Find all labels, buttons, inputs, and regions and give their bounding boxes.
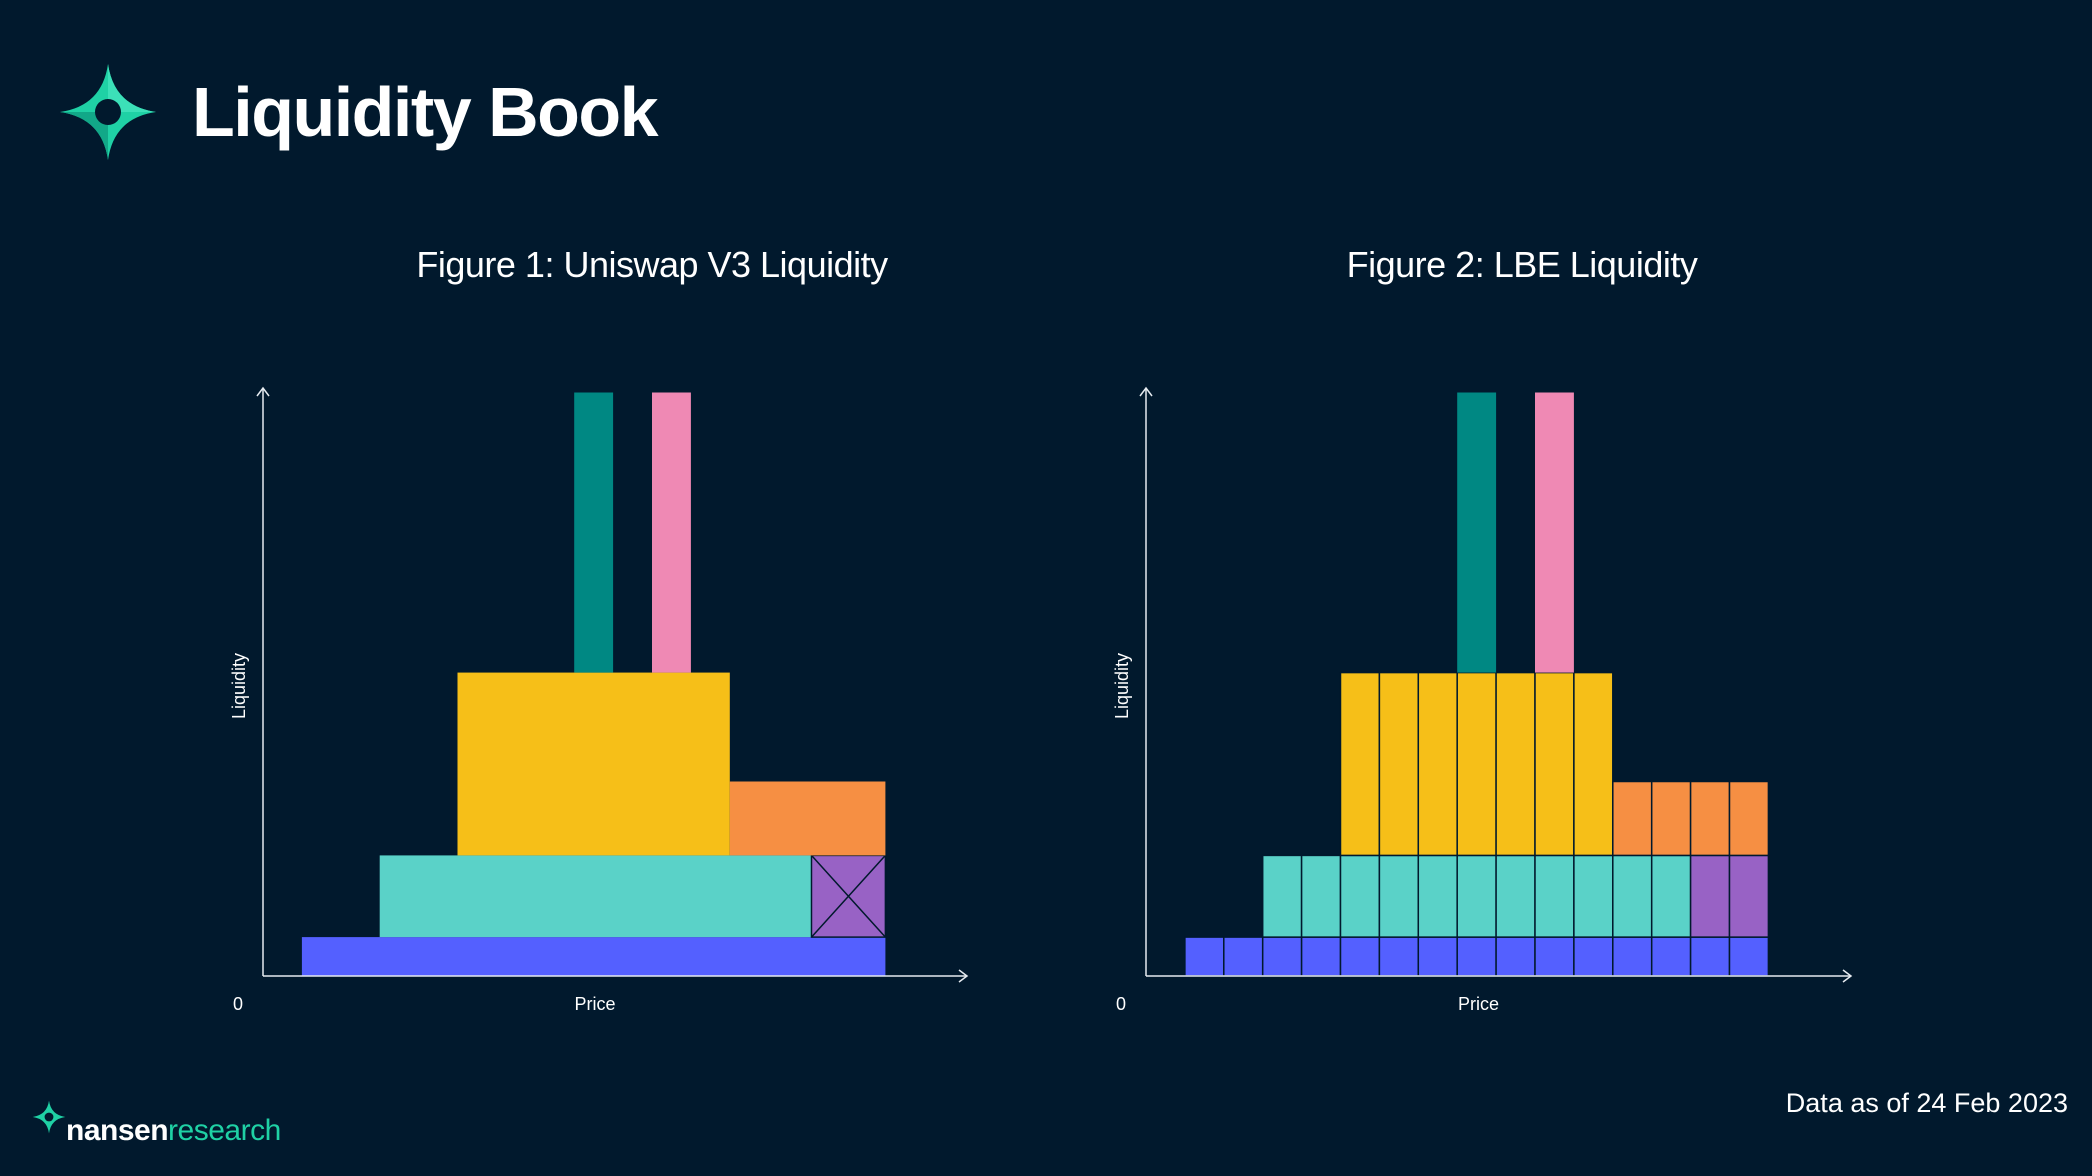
fig2-turquoise-bin-3 [1261, 854, 1303, 938]
fig1-pink-range [652, 392, 691, 673]
figure-2-title: Figure 2: LBE Liquidity [1346, 244, 1698, 285]
fig1-x-axis-arrow [958, 969, 969, 983]
fig1-purple-cross-b [810, 854, 886, 938]
fig1-yellow-range [457, 672, 730, 856]
fig2-turquoise-bin-11 [1573, 854, 1614, 938]
fig1-orange-range [729, 781, 886, 856]
fig2-blue-bin-14 [1689, 936, 1731, 977]
fig2-blue-bin-13 [1650, 936, 1692, 977]
fig2-yellow-bin-7 [1417, 671, 1458, 857]
brand-name: nansen [66, 1114, 169, 1147]
brand-sub: research [168, 1114, 281, 1147]
fig2-y-axis-arrow [1139, 386, 1153, 397]
fig2-blue-bin-3 [1261, 936, 1303, 977]
fig2-blue-bin-1 [1184, 936, 1225, 977]
fig1-x-axis-label: Price [574, 994, 615, 1014]
fig2-blue-bin-15 [1728, 936, 1770, 977]
fig2-blue-bin-10 [1534, 936, 1575, 977]
fig2-yellow-bin-9 [1495, 671, 1536, 857]
fig2-blue-bin-9 [1495, 936, 1536, 977]
page-title: Liquidity Book [192, 73, 659, 151]
header: Liquidity Book [58, 60, 659, 164]
nansen-brand-icon [32, 1100, 66, 1134]
fig2-turquoise-bin-12 [1612, 854, 1653, 938]
fig2-turquoise-bin-6 [1378, 854, 1420, 938]
fig1-turquoise-range [379, 855, 812, 938]
fig2-blue-bin-11 [1573, 936, 1614, 977]
fig1-teal-range [574, 392, 614, 673]
fig2-blue-bin-5 [1339, 936, 1381, 977]
fig2-blue-bin-8 [1456, 936, 1497, 977]
fig2-x-axis-arrow [1842, 969, 1853, 983]
fig2-turquoise-bin-13 [1650, 854, 1692, 938]
fig2-orange-bin-12 [1612, 780, 1653, 857]
fig2-purple-bin-15 [1728, 854, 1770, 938]
fig2-yellow-bin-6 [1378, 671, 1420, 857]
brand-footer: nansen research [32, 1100, 281, 1148]
nansen-logo-icon [60, 64, 156, 160]
fig2-yellow-bin-11 [1573, 671, 1614, 857]
fig2-turquoise-bin-7 [1417, 854, 1458, 938]
fig2-blue-bin-7 [1417, 936, 1458, 977]
fig2-yellow-bin-10 [1534, 671, 1575, 857]
fig1-y-axis-arrow [256, 386, 270, 397]
figure-1-title: Figure 1: Uniswap V3 Liquidity [416, 244, 888, 285]
fig1-origin-label: 0 [233, 994, 243, 1014]
fig2-blue-bin-6 [1378, 936, 1420, 977]
fig2-turquoise-bin-5 [1339, 854, 1381, 938]
fig2-teal-bin-8 [1457, 392, 1497, 673]
fig2-x-axis-label: Price [1458, 994, 1499, 1014]
fig2-orange-bin-13 [1650, 780, 1692, 857]
fig1-blue-range [301, 937, 886, 976]
fig2-turquoise-bin-4 [1300, 854, 1342, 938]
fig2-orange-bin-15 [1728, 780, 1770, 857]
fig2-orange-bin-14 [1689, 780, 1731, 857]
fig2-turquoise-bin-10 [1534, 854, 1575, 938]
data-date-note: Data as of 24 Feb 2023 [1785, 1088, 2068, 1118]
fig2-blue-bin-12 [1612, 936, 1653, 977]
fig2-yellow-bin-5 [1339, 671, 1381, 857]
fig2-origin-label: 0 [1116, 994, 1126, 1014]
fig2-yellow-bin-8 [1456, 671, 1497, 857]
fig2-blue-bin-4 [1300, 936, 1342, 977]
fig2-blue-bin-2 [1223, 936, 1264, 977]
fig2-turquoise-bin-8 [1456, 854, 1497, 938]
fig2-turquoise-bin-9 [1495, 854, 1536, 938]
fig2-purple-bin-14 [1689, 854, 1731, 938]
fig2-pink-bin-10 [1535, 392, 1574, 673]
fig2-y-axis-label: Liquidity [1112, 653, 1132, 719]
fig1-y-axis-label: Liquidity [229, 653, 249, 719]
